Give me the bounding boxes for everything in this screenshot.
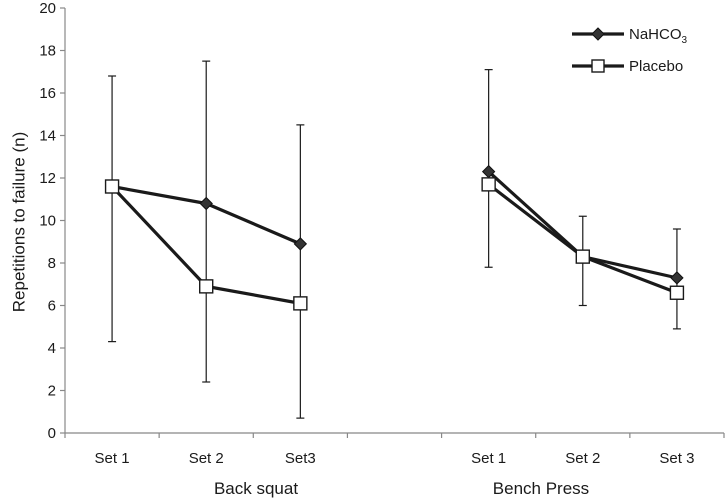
group-label-back-squat: Back squat: [214, 479, 298, 498]
y-tick-label: 16: [39, 85, 56, 102]
x-tick-label: Set 1: [471, 450, 506, 467]
x-tick-label: Set 2: [189, 450, 224, 467]
y-tick-label: 0: [48, 425, 56, 442]
legend-label-nahco3-subscript: 3: [682, 35, 688, 46]
y-axis-label: Repetitions to failure (n): [9, 132, 28, 312]
point-placebo: [199, 279, 214, 294]
y-tick-label: 10: [39, 213, 56, 230]
point-placebo: [481, 177, 496, 192]
axes: [64, 8, 724, 434]
series-markers: [104, 164, 685, 311]
point-placebo: [575, 249, 590, 264]
point-nahco3: [199, 196, 213, 211]
y-tick-label: 2: [48, 383, 56, 400]
y-tick-label: 6: [48, 298, 56, 315]
error-bars: [108, 60, 681, 419]
y-tick-label: 20: [39, 0, 56, 17]
x-tick-label: Set 3: [659, 450, 694, 467]
legend-diamond-marker: [591, 27, 605, 41]
x-tick-label: Set 1: [95, 450, 130, 467]
y-ticks: 0 2 4 6 8 10 12 14 16 18 20: [39, 0, 65, 442]
legend-item-nahco3: NaHCO3: [572, 26, 688, 46]
point-placebo: [669, 285, 685, 300]
point-nahco3: [293, 237, 308, 251]
legend-label-nahco3-main: NaHCO: [629, 26, 682, 43]
group-label-bench-press: Bench Press: [493, 479, 589, 498]
point-placebo: [104, 179, 120, 194]
legend: NaHCO3 Placebo: [572, 26, 688, 75]
legend-square-marker: [591, 59, 605, 73]
point-nahco3: [670, 271, 684, 285]
point-placebo: [293, 296, 308, 311]
y-tick-label: 14: [39, 128, 56, 145]
y-tick-label: 12: [39, 170, 56, 187]
legend-item-placebo: Placebo: [572, 58, 683, 75]
y-tick-label: 18: [39, 43, 56, 60]
x-ticks: Set 1 Set 2 Set3 Set 1 Set 2 Set 3: [64, 433, 725, 467]
legend-label-nahco3: NaHCO3: [629, 26, 688, 46]
legend-label-placebo: Placebo: [629, 58, 683, 75]
x-tick-label: Set 2: [565, 450, 600, 467]
series-lines: [110, 170, 678, 305]
x-tick-label: Set3: [285, 450, 316, 467]
y-tick-label: 4: [48, 340, 56, 357]
y-tick-label: 8: [48, 255, 56, 272]
